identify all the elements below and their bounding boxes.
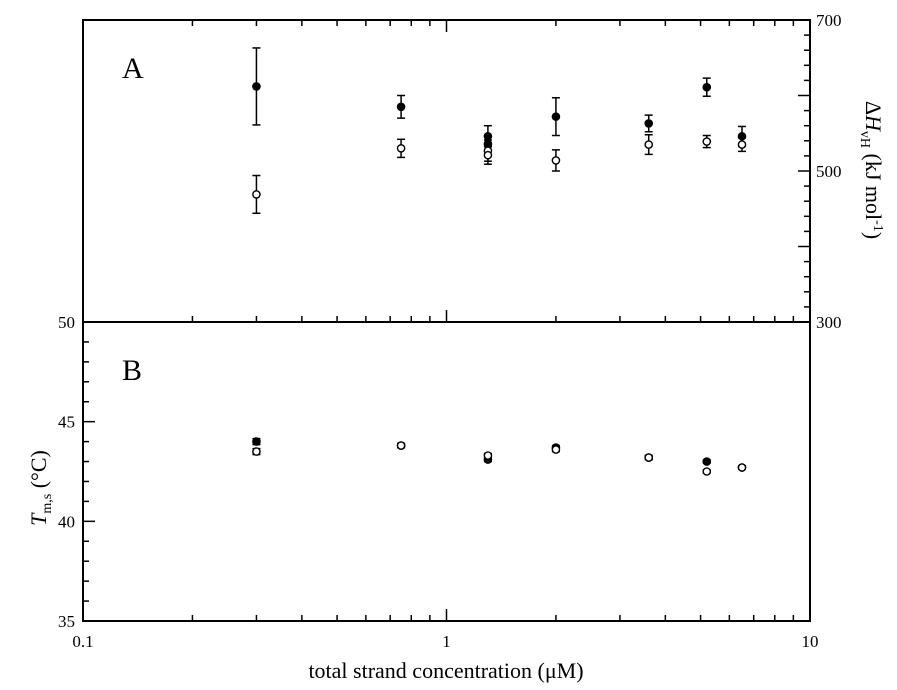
tick-marks [82, 19, 810, 622]
filled-point-b [702, 457, 712, 466]
x-tick-label: 10 [802, 632, 819, 651]
data-points [252, 82, 747, 476]
filled-point-a [702, 82, 712, 92]
filled-point-a [644, 119, 654, 128]
open-point-a [551, 156, 561, 165]
open-point-a [737, 140, 747, 149]
filled-point-a [252, 82, 261, 91]
open-point-b [737, 463, 747, 472]
filled-point-a [396, 102, 406, 112]
open-point-a [252, 190, 261, 199]
y-tick-label-b: 45 [58, 413, 75, 432]
panel-label-a: A [122, 52, 144, 85]
open-point-b [396, 441, 406, 450]
open-point-a [702, 137, 712, 146]
y-tick-label-a: 500 [816, 162, 842, 181]
open-point-b [483, 451, 493, 460]
x-axis-title: total strand concentration (μM) [308, 658, 583, 683]
open-point-a [644, 140, 654, 149]
x-tick-label: 1 [442, 632, 451, 651]
x-tick-label: 0.1 [72, 632, 93, 651]
open-point-a [396, 144, 406, 153]
open-point-b [702, 467, 712, 476]
tick-labels: 0.1 1 10 300 500 700 35 40 45 50 [58, 11, 842, 651]
y-tick-label-a: 300 [816, 313, 842, 332]
panel-label-b: B [122, 354, 142, 387]
open-point-b [644, 453, 654, 462]
open-point-b [551, 445, 561, 454]
y-tick-label-b: 50 [58, 313, 75, 332]
y-tick-label-b: 40 [58, 512, 75, 531]
open-point-a [483, 150, 493, 160]
filled-point-b [252, 437, 261, 446]
open-point-b [252, 447, 261, 456]
y-tick-label-a: 700 [816, 11, 842, 30]
y-axis-title-left: Tm,s (°C) [26, 450, 55, 526]
filled-point-a [737, 131, 747, 141]
filled-point-a [551, 112, 561, 121]
y-axis-title-right: ΔHvH (kJ mol-1) [857, 101, 886, 239]
filled-point-a [483, 131, 493, 141]
y-tick-label-b: 35 [58, 612, 75, 631]
error-bars [252, 47, 746, 474]
